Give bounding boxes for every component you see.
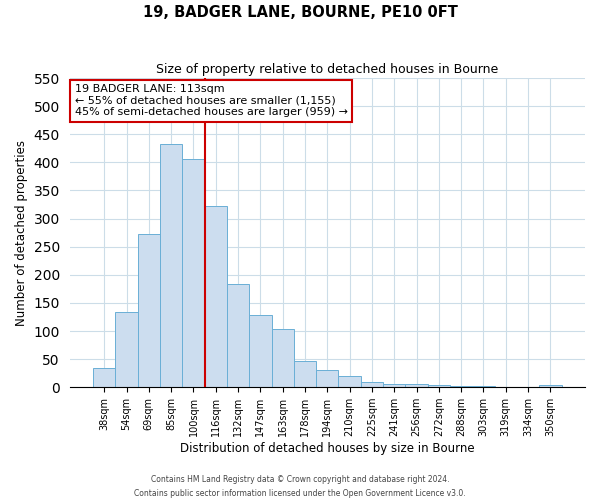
Y-axis label: Number of detached properties: Number of detached properties	[15, 140, 28, 326]
Bar	[406, 384, 428, 387]
Bar	[182, 159, 205, 387]
Bar	[272, 330, 294, 387]
Bar	[160, 144, 182, 387]
Bar	[494, 386, 517, 387]
Text: Contains HM Land Registry data © Crown copyright and database right 2024.
Contai: Contains HM Land Registry data © Crown c…	[134, 476, 466, 498]
Bar	[115, 312, 137, 387]
Bar	[383, 384, 406, 387]
Bar	[249, 316, 272, 387]
Bar	[338, 376, 361, 387]
Bar	[227, 284, 249, 387]
Bar	[361, 382, 383, 387]
Bar	[472, 386, 494, 387]
Bar	[428, 385, 450, 387]
Title: Size of property relative to detached houses in Bourne: Size of property relative to detached ho…	[156, 62, 499, 76]
Bar	[205, 206, 227, 387]
Bar	[316, 370, 338, 387]
Bar	[93, 368, 115, 387]
Bar	[517, 386, 539, 387]
Bar	[539, 385, 562, 387]
Text: 19 BADGER LANE: 113sqm
← 55% of detached houses are smaller (1,155)
45% of semi-: 19 BADGER LANE: 113sqm ← 55% of detached…	[75, 84, 348, 117]
X-axis label: Distribution of detached houses by size in Bourne: Distribution of detached houses by size …	[180, 442, 475, 455]
Text: 19, BADGER LANE, BOURNE, PE10 0FT: 19, BADGER LANE, BOURNE, PE10 0FT	[143, 5, 457, 20]
Bar	[137, 234, 160, 387]
Bar	[450, 386, 472, 387]
Bar	[294, 362, 316, 387]
